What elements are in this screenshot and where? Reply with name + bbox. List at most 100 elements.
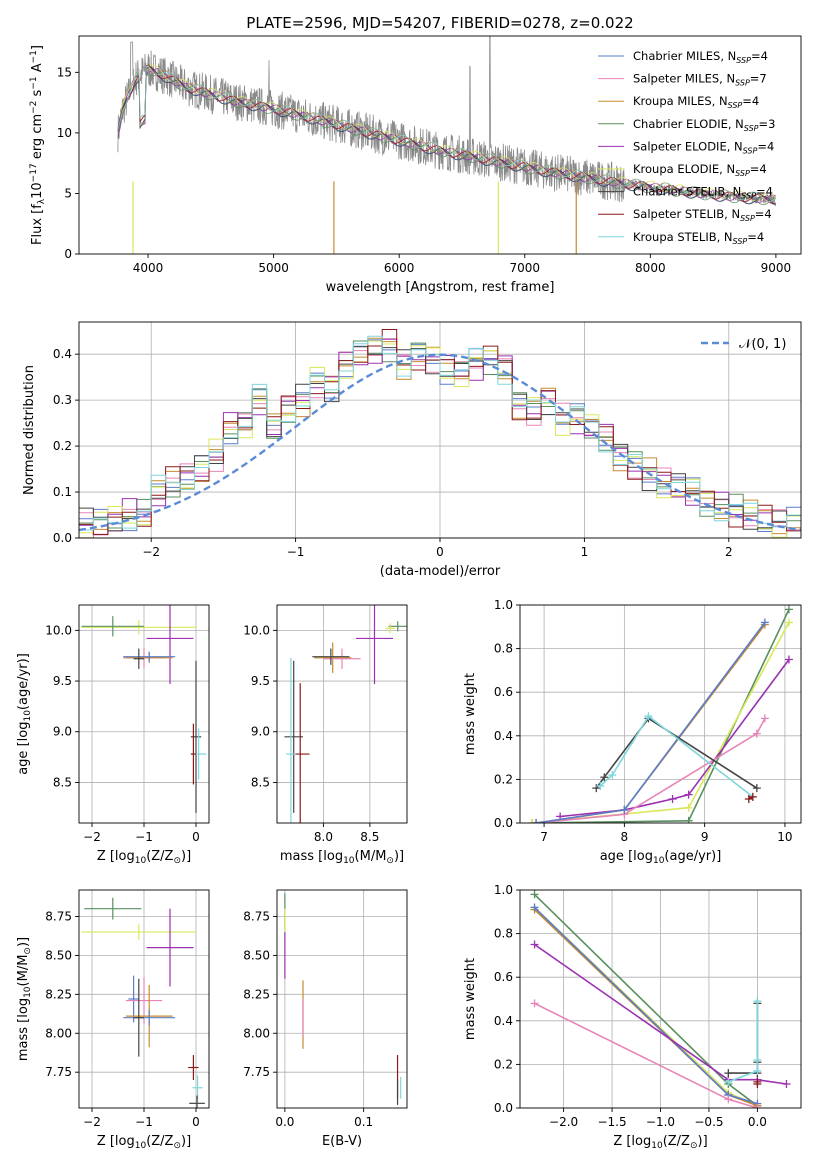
- errorbar-point: [123, 1009, 176, 1026]
- errorbar-point: [125, 977, 163, 1024]
- y-tick-label: 8.00: [243, 1026, 270, 1040]
- y-tick-label: 0.6: [494, 685, 513, 699]
- y-tick-label: 9.0: [53, 725, 72, 739]
- chart-age-vs-mass: 8.0 8.5 8.5 9.0 9.5 10.0 mass [log10​(M/M⊙​)]: [243, 604, 408, 866]
- x-axis-label: age [log10​(age/yr)]: [600, 849, 722, 866]
- series-marker: [753, 997, 762, 1006]
- errorbar-point: [312, 648, 350, 665]
- series-marker: [528, 819, 537, 823]
- legend-label: Salpeter ELODIE, NSSP=4: [633, 139, 774, 155]
- x-tick-label: 8.0: [314, 830, 333, 844]
- legend: Chabrier MILES, NSSP=4 Salpeter MILES, NS…: [598, 49, 775, 246]
- series-marker: [753, 1104, 762, 1108]
- x-tick-label: −1: [287, 545, 305, 559]
- series-line: [534, 943, 787, 1085]
- y-tick-label: 0.4: [53, 347, 72, 361]
- y-tick-label: 8.50: [45, 948, 72, 962]
- plot-area: [79, 605, 209, 823]
- series-line: [533, 906, 758, 1105]
- x-tick-label: 10: [777, 830, 792, 844]
- chart-massweight-vs-age: 7 8 9 10 0.0 0.2 0.4 0.6 0.8 1.0 age [log10​(age/y…: [463, 598, 802, 866]
- y-tick-label: 0.4: [494, 1014, 513, 1028]
- axes-frame: [276, 889, 408, 1109]
- y-tick-label: 0.0: [494, 1101, 513, 1115]
- x-tick-label: −2: [142, 545, 160, 559]
- x-tick-label: 9: [701, 830, 709, 844]
- legend-label: Chabrier STELIB, NSSP=4: [633, 185, 773, 201]
- plot-area: [79, 890, 209, 1108]
- x-tick-label: 8000: [635, 261, 666, 275]
- y-tick-label: 1.0: [494, 883, 513, 897]
- series: [592, 714, 761, 793]
- errorbar-point: [133, 978, 144, 1057]
- errorbar-point: [188, 1055, 199, 1080]
- model-spectrum-line: [117, 65, 777, 206]
- model-spectrum-line: [117, 72, 777, 206]
- series-marker: [684, 790, 693, 799]
- errorbar-point: [133, 648, 144, 669]
- x-tick-label: 0.0: [275, 1115, 294, 1129]
- y-tick-label: 0: [64, 247, 72, 261]
- legend-label: Salpeter STELIB, NSSP=4: [633, 207, 772, 223]
- errorbar-point: [81, 616, 144, 637]
- errorbar-point: [385, 623, 395, 634]
- series-marker: [724, 1069, 733, 1078]
- model-spectrum-line: [117, 64, 777, 205]
- x-tick-label: −2: [83, 1115, 101, 1129]
- legend-label: Chabrier MILES, NSSP=4: [633, 49, 768, 65]
- plot-area: [277, 605, 407, 823]
- y-tick-label: 7.75: [45, 1065, 72, 1079]
- series: [744, 792, 757, 804]
- y-tick-label: 9.5: [53, 674, 72, 688]
- series-marker: [753, 1066, 762, 1075]
- x-tick-label: −1.0: [646, 1115, 675, 1129]
- legend-label: Kroupa MILES, NSSP=4: [633, 94, 759, 110]
- series-marker: [600, 773, 609, 782]
- series-marker: [530, 940, 539, 949]
- x-tick-label: −2: [83, 830, 101, 844]
- series: [753, 1077, 762, 1089]
- plot-area: [117, 36, 777, 254]
- errorbar-point: [323, 648, 361, 669]
- y-tick-label: 8.75: [45, 909, 72, 923]
- y-tick-label: 0.1: [53, 485, 72, 499]
- series-line: [599, 715, 754, 798]
- y-axis-label: mass weight: [463, 958, 478, 1040]
- series: [532, 714, 769, 823]
- y-tick-label: 8.25: [45, 987, 72, 1001]
- series-line: [533, 893, 758, 1107]
- y-tick-label: 9.5: [251, 674, 270, 688]
- x-axis-label: Z [log10​(Z/Z⊙​)]: [97, 849, 191, 866]
- x-tick-label: 2: [725, 545, 733, 559]
- x-tick-label: 5000: [258, 261, 289, 275]
- series-marker: [592, 784, 601, 793]
- errorbar-point: [190, 660, 202, 813]
- x-tick-label: 8.5: [360, 830, 379, 844]
- x-tick-label: 0: [192, 1115, 200, 1129]
- series-line: [534, 1002, 758, 1108]
- chart-title: PLATE=2596, MJD=54207, FIBERID=0278, z=0…: [246, 14, 633, 32]
- y-tick-label: 0.6: [494, 970, 513, 984]
- x-tick-label: 9000: [761, 261, 792, 275]
- legend-label: Kroupa ELODIE, NSSP=4: [633, 162, 767, 178]
- y-tick-label: 10: [57, 126, 72, 140]
- errorbar-point: [190, 723, 196, 785]
- y-tick-label: 8.50: [243, 948, 270, 962]
- gaussian-reference-curve: [79, 353, 801, 532]
- y-tick-label: 10.0: [45, 623, 72, 637]
- axes-frame: [276, 604, 408, 824]
- y-tick-label: 9.0: [251, 725, 270, 739]
- x-axis-label: mass [log10​(M/M⊙​)]: [280, 849, 404, 866]
- model-spectrum-line: [117, 64, 777, 201]
- legend-label: Salpeter MILES, NSSP=7: [633, 72, 767, 88]
- series-marker: [784, 655, 793, 664]
- x-axis-label: Z [log10​(Z/Z⊙​)]: [97, 1134, 191, 1151]
- y-tick-label: 5: [64, 186, 72, 200]
- y-tick-label: 0.2: [494, 772, 513, 786]
- y-tick-label: 10.0: [243, 623, 270, 637]
- series-marker: [724, 1077, 733, 1086]
- series: [724, 999, 762, 1078]
- y-tick-label: 8.5: [53, 775, 72, 789]
- errorbar-point: [189, 1095, 205, 1108]
- series-line: [728, 1003, 759, 1074]
